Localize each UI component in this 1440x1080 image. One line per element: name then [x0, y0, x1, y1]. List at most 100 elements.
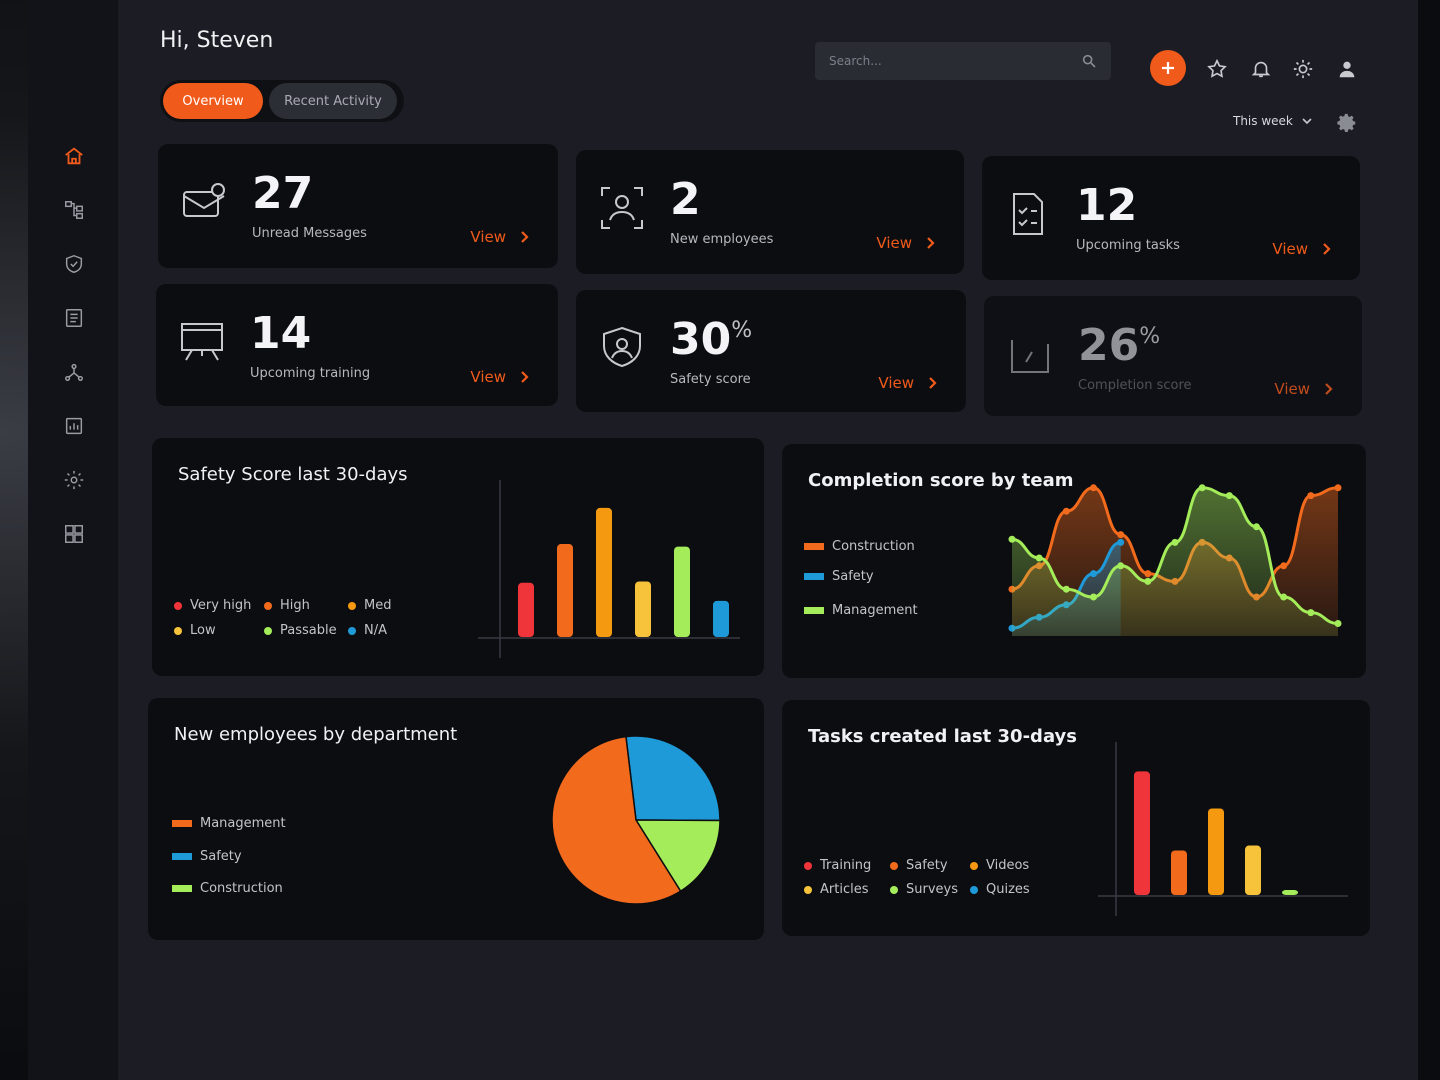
plus-icon [1162, 62, 1174, 74]
view-link[interactable]: View [876, 234, 936, 252]
stat-label: Completion score [1078, 378, 1192, 393]
legend-swatch [172, 885, 192, 892]
point-construction [1307, 492, 1315, 500]
view-link[interactable]: View [878, 374, 938, 392]
completion-icon [1006, 330, 1054, 378]
legend-item: Very high [174, 598, 251, 613]
stat-card-messages[interactable]: 27 Unread Messages View [158, 144, 558, 268]
view-link[interactable]: View [1274, 380, 1334, 398]
stat-card-training[interactable]: 14 Upcoming training View [156, 284, 558, 406]
point-construction [1334, 484, 1342, 492]
slice-construction [634, 819, 721, 893]
bar-n-a [713, 600, 729, 637]
point-safety [1090, 570, 1097, 578]
tasks-created-chart-card: Tasks created last 30-days Training Safe… [782, 700, 1370, 936]
bar-med [596, 507, 612, 637]
home-icon[interactable] [62, 144, 86, 168]
view-link-label: View [470, 228, 506, 246]
stat-card-employees[interactable]: 2 New employees View [576, 150, 964, 274]
stat-unit: % [1139, 324, 1161, 349]
point-management [1198, 484, 1206, 492]
safety-score-chart-card: Safety Score last 30-days Very high High… [152, 438, 764, 676]
stat-card-tasks[interactable]: 12 Upcoming tasks View [982, 156, 1360, 280]
gear-icon[interactable] [62, 468, 86, 492]
legend-item: Videos [970, 858, 1029, 873]
period-select[interactable]: This week [1233, 114, 1313, 128]
view-link-label: View [878, 374, 914, 392]
legend-label: Med [364, 598, 392, 613]
dashboard-icon[interactable] [62, 522, 86, 546]
stat-label: Safety score [670, 372, 751, 387]
view-link-label: View [1274, 380, 1310, 398]
legend-item: Safety [890, 858, 948, 873]
view-link[interactable]: View [470, 228, 530, 246]
tab-recent-activity[interactable]: Recent Activity [269, 83, 397, 119]
bar-articles [1245, 845, 1261, 895]
tasks-created-bar-chart [1098, 742, 1348, 916]
legend-item: Safety [804, 569, 874, 584]
legend-item: Construction [804, 539, 915, 554]
tab-bar: Overview Recent Activity [160, 80, 404, 122]
brightness-icon[interactable] [1292, 58, 1314, 80]
stat-card-completion[interactable]: 26% Completion score View [984, 296, 1362, 416]
view-link-label: View [470, 368, 506, 386]
tab-overview[interactable]: Overview [163, 83, 263, 119]
slice-safety [625, 735, 721, 822]
report-icon[interactable] [62, 414, 86, 438]
search-icon [1082, 54, 1096, 68]
period-label: This week [1233, 114, 1293, 128]
stat-value: 2 [670, 174, 701, 225]
legend-item: Construction [172, 881, 283, 896]
chevron-right-icon [1323, 243, 1331, 255]
bar-passable [674, 546, 690, 637]
chart-title: Completion score by team [808, 470, 1074, 491]
stat-label: New employees [670, 232, 774, 247]
legend-swatch [172, 820, 192, 827]
shield-icon[interactable] [62, 252, 86, 276]
settings-gear-icon[interactable] [1336, 112, 1358, 134]
chevron-right-icon [927, 237, 935, 249]
stat-value: 14 [250, 308, 312, 359]
legend-item: Training [804, 858, 871, 873]
legend-item: Passable [264, 623, 337, 638]
stat-card-safety[interactable]: 30% Safety score View [576, 290, 966, 412]
bar-training [1134, 771, 1150, 895]
view-link[interactable]: View [1272, 240, 1332, 258]
add-button[interactable] [1150, 50, 1186, 86]
point-construction [1144, 570, 1152, 578]
completion-score-area-chart [1008, 484, 1342, 636]
point-management [1334, 620, 1342, 628]
legend-label: Safety [200, 849, 242, 864]
document-icon[interactable] [62, 306, 86, 330]
legend-item: Med [348, 598, 391, 613]
point-management [1117, 562, 1125, 570]
training-icon [178, 318, 226, 366]
search-input[interactable]: Search... [815, 42, 1111, 80]
stat-value: 12 [1076, 180, 1138, 231]
bell-icon[interactable] [1250, 58, 1272, 80]
star-icon[interactable] [1206, 58, 1228, 80]
bar-surveys [1282, 890, 1298, 895]
view-link[interactable]: View [470, 368, 530, 386]
point-management [1307, 609, 1315, 617]
legend-dot [174, 601, 182, 610]
stat-number: 26 [1078, 320, 1140, 371]
legend-swatch [804, 543, 824, 550]
point-construction [1090, 484, 1097, 492]
chevron-down-icon [1302, 118, 1312, 125]
tasks-icon [1004, 190, 1052, 238]
chevron-right-icon [1325, 383, 1333, 395]
stat-label: Upcoming tasks [1076, 238, 1180, 253]
point-construction [1117, 531, 1125, 539]
legend-item: Management [172, 816, 286, 831]
hierarchy-icon[interactable] [62, 198, 86, 222]
stat-label: Unread Messages [252, 226, 367, 241]
legend-dot [348, 626, 356, 635]
messages-icon [180, 178, 228, 226]
network-icon[interactable] [62, 360, 86, 384]
point-management [1062, 585, 1070, 593]
legend-label: Safety [832, 569, 874, 584]
user-icon[interactable] [1336, 58, 1358, 80]
point-construction [1280, 562, 1288, 570]
stat-number: 30 [670, 314, 732, 365]
